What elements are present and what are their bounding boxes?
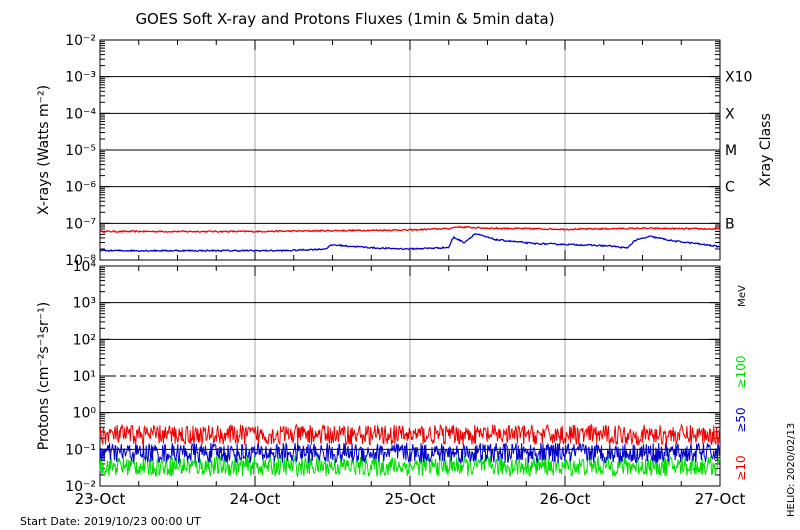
x-axis: 23-Oct 24-Oct 25-Oct 26-Oct 27-Oct <box>75 490 746 508</box>
chart-title: GOES Soft X-ray and Protons Fluxes (1min… <box>135 10 554 28</box>
proton-legend-entry: ≥10 <box>734 455 748 480</box>
xray-class-C: C <box>725 180 735 196</box>
xray-class-B: B <box>725 216 735 232</box>
y-tick-label: 10¹ <box>73 369 96 385</box>
proton-series-line <box>99 455 721 478</box>
y-tick-label: 10⁻² <box>65 33 96 49</box>
proton-ylabel: Protons (cm⁻²s⁻¹sr⁻¹) <box>36 302 52 451</box>
xray-panel: X-rays (Watts m⁻²) Xray Class 10⁻⁸ 10⁻⁷ 10… <box>36 33 774 269</box>
y-tick-label: 10⁴ <box>73 259 97 275</box>
y-tick-label: 10⁻⁵ <box>65 143 96 159</box>
proton-panel: Protons (cm⁻²s⁻¹sr⁻¹) MeV 10⁻² 10⁻¹ 10⁰ 10¹… <box>36 259 748 495</box>
start-date: Start Date: 2019/10/23 00:00 UT <box>20 515 201 528</box>
xray-class-X10: X10 <box>725 70 752 86</box>
proton-legend-entry: ≥100 <box>734 356 748 389</box>
proton-unit-label: MeV <box>737 285 748 307</box>
proton-legend-entry: ≥50 <box>734 407 748 432</box>
y-tick-label: 10⁻⁷ <box>65 216 96 232</box>
helio-date: HELIO: 2020/02/13 <box>786 423 797 517</box>
y-tick-label: 10⁻⁶ <box>65 180 96 196</box>
y-tick-label: 10⁻⁸ <box>65 253 96 269</box>
xray-series-line <box>99 233 721 253</box>
xray-ylabel: X-rays (Watts m⁻²) <box>36 85 52 215</box>
x-tick-label: 27-Oct <box>695 490 746 508</box>
xray-series-line <box>99 225 721 234</box>
y-tick-label: 10⁻³ <box>65 70 96 86</box>
x-tick-label: 25-Oct <box>385 490 436 508</box>
x-tick-label: 26-Oct <box>540 490 591 508</box>
xray-class-M: M <box>725 143 737 159</box>
xray-class-X: X <box>725 106 735 122</box>
y-tick-label: 10⁻⁴ <box>65 106 96 122</box>
y-tick-label: 10⁻¹ <box>65 442 96 458</box>
y-tick-label: 10³ <box>73 296 96 312</box>
xray-class-label: Xray Class <box>758 113 774 187</box>
y-tick-label: 10⁻² <box>65 479 96 495</box>
x-tick-label: 23-Oct <box>75 490 126 508</box>
proton-series-line <box>99 441 721 465</box>
y-tick-label: 10² <box>73 332 96 348</box>
proton-series-line <box>99 423 721 447</box>
x-tick-label: 24-Oct <box>230 490 281 508</box>
y-tick-label: 10⁰ <box>73 406 97 422</box>
